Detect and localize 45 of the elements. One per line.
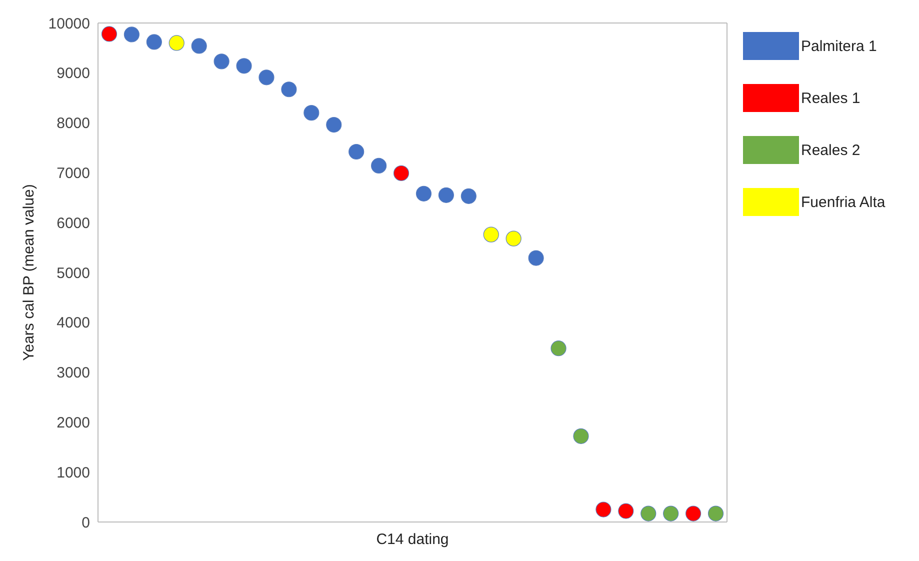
point [640,506,656,522]
point [550,340,566,356]
legend-label: Reales 1 [801,90,860,106]
y-tick-label: 2000 [56,414,90,432]
point [506,230,522,246]
point [708,506,724,522]
point [393,165,410,181]
point [460,188,476,204]
y-tick-label: 8000 [56,115,90,132]
y-tick-label: 6000 [56,214,90,232]
point [438,187,454,203]
point [146,34,162,50]
point [348,144,364,160]
point [528,250,544,266]
legend-label: Reales 2 [801,142,860,158]
point [101,26,118,42]
point [663,506,679,522]
point [236,58,252,74]
point [304,105,320,121]
point [416,186,432,202]
point [214,54,230,70]
point [483,226,499,242]
y-tick-label: 4000 [56,314,90,332]
point [618,503,634,519]
point [573,428,589,444]
y-tick-label: 7000 [56,165,90,182]
point [371,158,387,174]
y-axis-title: Years cal BP (mean value) [20,184,38,361]
y-tick-label: 9000 [56,65,90,82]
y-tick-label: 0 [82,514,90,532]
point [281,82,297,98]
point [168,35,184,51]
point [191,38,207,54]
legend-label: Fuenfria Alta [801,194,886,210]
point [326,116,342,133]
point [258,70,274,86]
y-tick-label: 1000 [56,464,90,482]
point [124,26,140,42]
y-tick-label: 5000 [56,264,90,282]
legend-label: Palmitera 1 [801,38,877,54]
point [686,506,702,522]
point [596,502,612,518]
x-axis-title: C14 dating [376,531,449,548]
y-tick-label: 10000 [48,15,90,32]
y-tick-label: 3000 [56,364,90,382]
